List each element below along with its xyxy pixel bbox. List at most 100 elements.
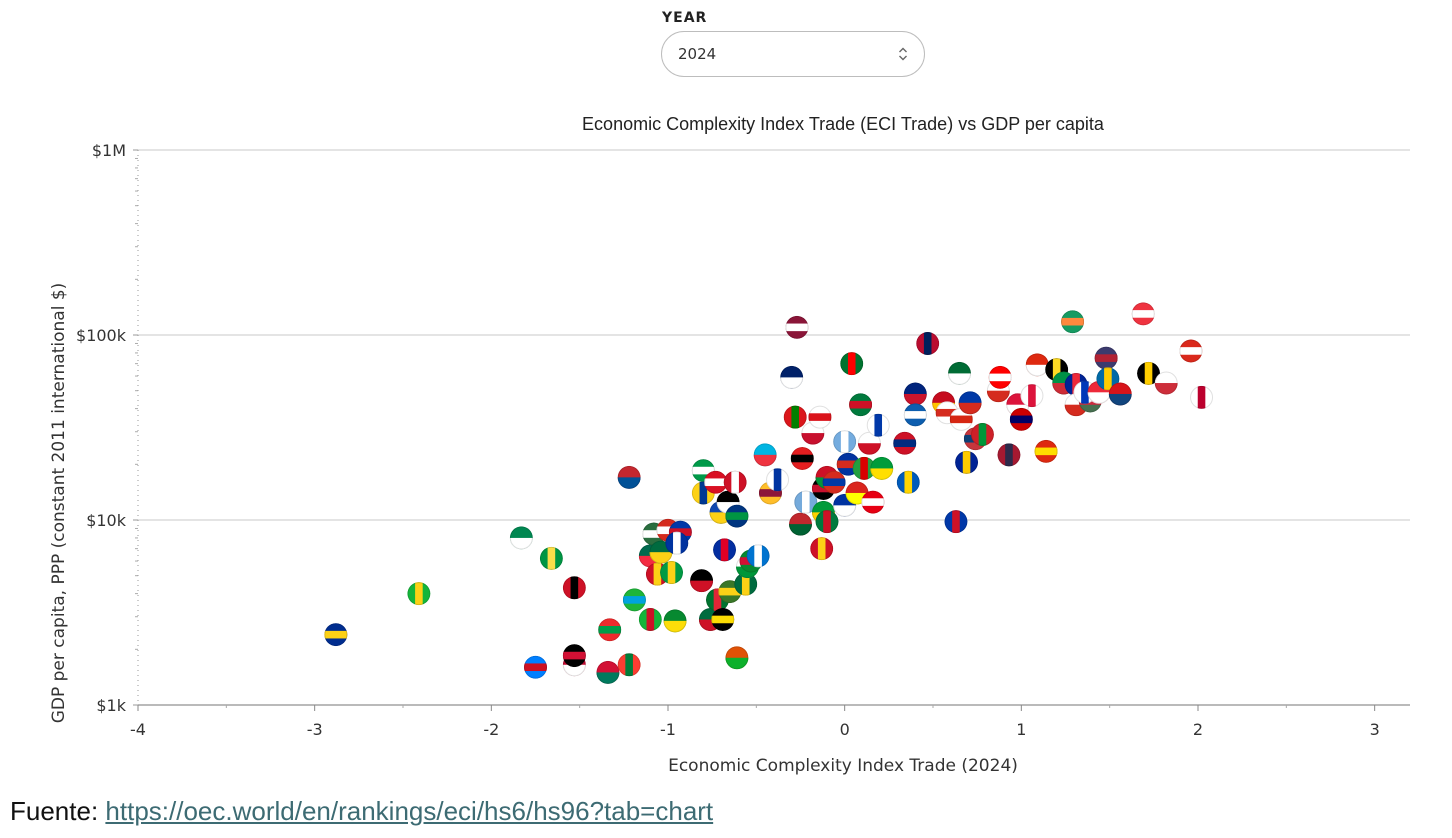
country-flag-marker[interactable]: [789, 512, 812, 536]
country-flag-marker[interactable]: [852, 456, 876, 480]
country-flag-marker[interactable]: [988, 365, 1012, 389]
source-link[interactable]: https://oec.world/en/rankings/eci/hs6/hs…: [105, 796, 714, 826]
country-flag-marker[interactable]: [794, 490, 818, 514]
country-flag-marker[interactable]: [704, 470, 728, 494]
flag-outline: [810, 537, 834, 561]
source-note: Fuente: https://oec.world/en/rankings/ec…: [10, 796, 713, 827]
x-tick-label: 1: [1016, 720, 1026, 739]
country-flag-marker[interactable]: [1137, 361, 1161, 385]
country-flag-marker[interactable]: [780, 365, 804, 389]
country-flag-marker[interactable]: [857, 431, 881, 455]
country-flag-marker[interactable]: [785, 315, 809, 339]
flag-outline: [622, 588, 646, 612]
flag-outline: [617, 653, 641, 677]
country-flag-marker[interactable]: [539, 546, 563, 570]
flag-outline: [916, 331, 940, 355]
scatter-chart: Economic Complexity Index Trade (ECI Tra…: [49, 114, 1410, 776]
country-flag-marker[interactable]: [944, 510, 968, 534]
country-flag-marker[interactable]: [861, 490, 885, 514]
country-flag-marker[interactable]: [833, 430, 857, 454]
y-tick-label: $10k: [86, 511, 127, 530]
country-flag-marker[interactable]: [1025, 353, 1049, 377]
country-flag-marker[interactable]: [1034, 439, 1058, 463]
country-flag-marker[interactable]: [660, 561, 684, 585]
flag-outline: [598, 618, 622, 642]
country-flag-marker[interactable]: [893, 431, 917, 455]
country-flag-marker[interactable]: [596, 660, 620, 684]
year-select[interactable]: 2024: [661, 31, 925, 77]
country-flag-marker[interactable]: [958, 391, 982, 415]
country-flag-marker[interactable]: [766, 468, 790, 492]
flag-outline: [866, 413, 890, 437]
country-flag-marker[interactable]: [1009, 407, 1033, 431]
country-flag-marker[interactable]: [822, 470, 846, 494]
country-flag-marker[interactable]: [783, 405, 807, 429]
flag-outline: [903, 403, 927, 427]
country-flag-marker[interactable]: [970, 422, 994, 446]
country-flag-marker[interactable]: [723, 470, 747, 494]
flag-outline: [324, 623, 348, 647]
country-flag-marker[interactable]: [1061, 310, 1085, 334]
country-flag-marker[interactable]: [690, 569, 714, 593]
flag-outline: [833, 430, 857, 454]
country-flag-marker[interactable]: [840, 352, 864, 376]
flag-outline: [997, 443, 1021, 467]
flag-outline: [766, 468, 790, 492]
country-flag-marker[interactable]: [790, 446, 814, 470]
country-flag-marker[interactable]: [916, 331, 940, 355]
country-flag-marker[interactable]: [622, 588, 646, 612]
country-flag-marker[interactable]: [665, 531, 689, 555]
country-flag-marker[interactable]: [1108, 382, 1132, 406]
flag-outline: [794, 490, 818, 514]
flag-outline: [1190, 385, 1214, 409]
x-axis: -4 -3 -2 -1 0 1 2 3: [130, 704, 1410, 739]
country-flag-marker[interactable]: [903, 382, 927, 406]
flag-outline: [808, 405, 832, 429]
country-flag-marker[interactable]: [598, 618, 622, 642]
country-flag-marker[interactable]: [562, 576, 586, 600]
country-flag-marker[interactable]: [663, 609, 687, 633]
country-flag-marker[interactable]: [746, 544, 770, 568]
country-flag-marker[interactable]: [725, 504, 749, 528]
country-flag-marker[interactable]: [870, 456, 894, 480]
country-flag-marker[interactable]: [815, 510, 839, 534]
country-flag-marker[interactable]: [562, 644, 586, 668]
country-flag-marker[interactable]: [849, 393, 873, 417]
country-flag-marker[interactable]: [810, 537, 834, 561]
flag-outline: [725, 646, 749, 670]
flag-outline: [1096, 367, 1120, 391]
flag-outline: [663, 609, 687, 633]
country-flag-marker[interactable]: [1154, 371, 1178, 395]
country-flag-marker[interactable]: [638, 607, 662, 631]
flag-outline: [562, 644, 586, 668]
country-flag-marker[interactable]: [955, 450, 979, 474]
country-flag-marker[interactable]: [808, 405, 832, 429]
flag-outline: [1108, 382, 1132, 406]
country-flag-marker[interactable]: [1094, 346, 1118, 370]
flag-outline: [840, 352, 864, 376]
country-flag-marker[interactable]: [725, 646, 749, 670]
country-flag-marker[interactable]: [324, 623, 348, 647]
country-flag-marker[interactable]: [903, 403, 927, 427]
country-flag-marker[interactable]: [509, 526, 533, 550]
country-flag-marker[interactable]: [407, 582, 431, 606]
country-flag-marker[interactable]: [617, 653, 641, 677]
country-flag-marker[interactable]: [713, 538, 737, 562]
flag-outline: [1009, 407, 1033, 431]
country-flag-marker[interactable]: [734, 572, 758, 596]
country-flag-marker[interactable]: [1020, 384, 1044, 408]
country-flag-marker[interactable]: [711, 607, 735, 631]
country-flag-marker[interactable]: [866, 413, 890, 437]
flag-outline: [970, 422, 994, 446]
country-flag-marker[interactable]: [1096, 367, 1120, 391]
country-flag-marker[interactable]: [896, 470, 920, 494]
y-tick-label: $1k: [96, 696, 126, 715]
country-flag-marker[interactable]: [997, 443, 1021, 467]
country-flag-marker[interactable]: [1190, 385, 1214, 409]
country-flag-marker[interactable]: [1179, 339, 1203, 363]
country-flag-marker[interactable]: [1131, 302, 1155, 326]
country-flag-marker[interactable]: [753, 443, 777, 467]
country-flag-marker[interactable]: [524, 655, 547, 679]
country-flag-marker[interactable]: [948, 361, 971, 385]
country-flag-marker[interactable]: [617, 465, 641, 489]
